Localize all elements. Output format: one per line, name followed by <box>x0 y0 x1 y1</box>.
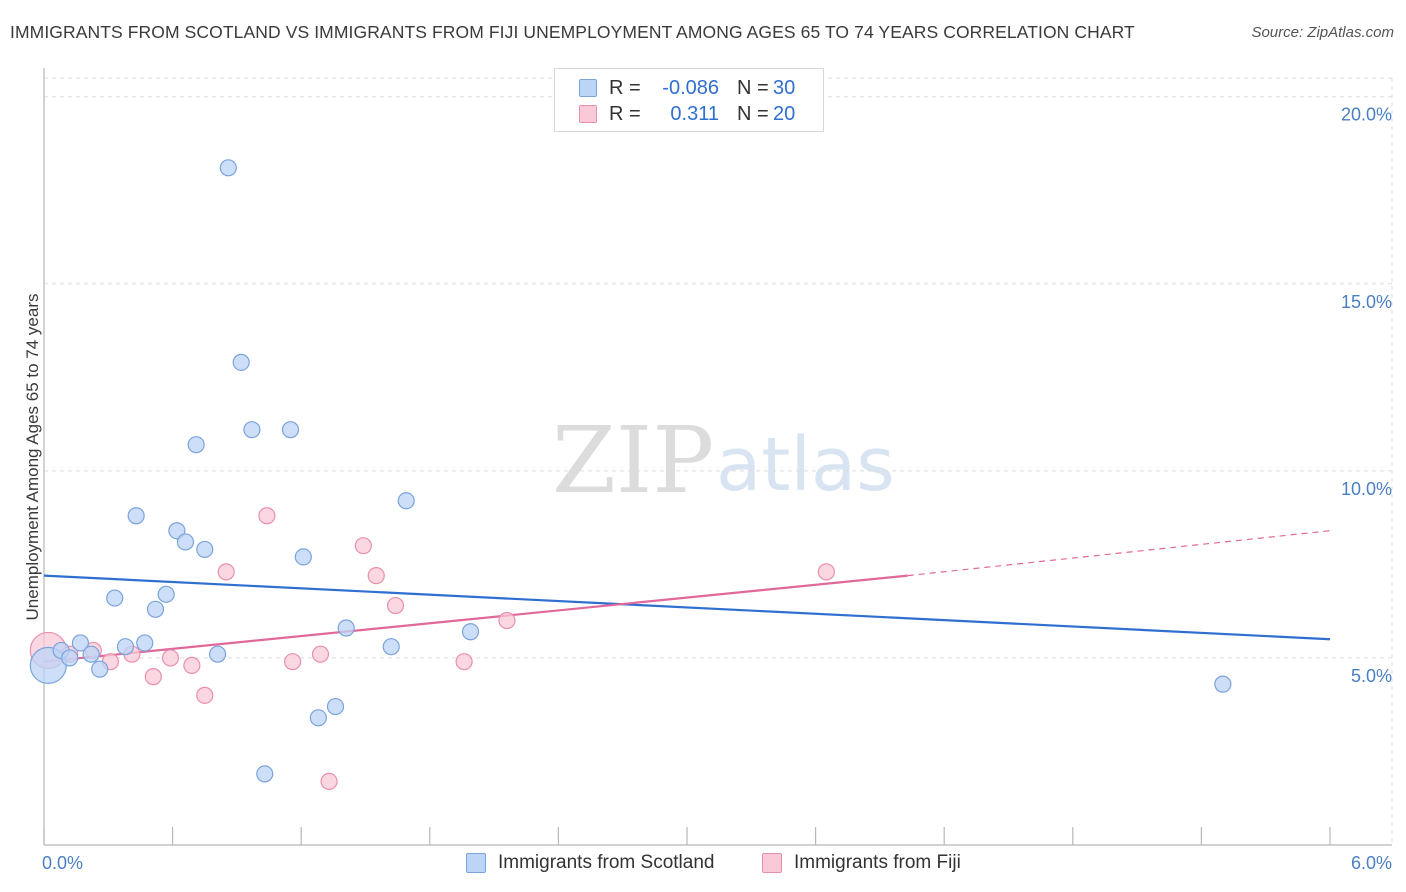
point-scotland <box>232 353 250 371</box>
point-fiji <box>183 656 201 675</box>
axis-labels: 5.0% 10.0% 15.0% 20.0% 0.0% 6.0% Unemployment … <box>23 105 1392 873</box>
data-points <box>29 159 1232 790</box>
legend-r-value: 0.311 <box>670 102 719 125</box>
point-fiji <box>367 567 385 585</box>
trend-line-fiji <box>43 574 908 663</box>
legend-n-value: 20 <box>773 102 796 125</box>
legend-swatch-scotland <box>466 853 486 873</box>
point-scotland <box>187 436 205 454</box>
point-fiji <box>498 611 516 630</box>
point-fiji <box>284 653 302 671</box>
point-scotland <box>127 507 145 525</box>
legend-swatch-fiji <box>579 105 597 123</box>
point-fiji <box>354 537 372 555</box>
point-scotland <box>461 623 480 641</box>
x-tick-label-max: 6.0% <box>1351 853 1392 873</box>
point-fiji <box>144 668 162 686</box>
y-tick-label: 10.0% <box>1341 479 1392 499</box>
point-scotland <box>157 585 175 603</box>
legend-r-value: -0.086 <box>662 76 719 99</box>
legend-swatch-scotland <box>579 79 597 97</box>
legend-label-scotland: Immigrants from Scotland <box>498 852 715 873</box>
stats-legend: R = -0.086 N = 30 R = 0.311 N = 20 <box>554 68 824 132</box>
legend-item-scotland[interactable]: Immigrants from Scotland <box>466 852 714 874</box>
point-scotland <box>146 600 165 618</box>
point-scotland <box>1214 675 1232 693</box>
point-scotland <box>397 492 415 510</box>
source-credit: Source: ZipAtlas.com <box>1251 24 1394 41</box>
watermark: ZIP atlas <box>552 407 895 514</box>
x-tick-label-min: 0.0% <box>42 853 83 873</box>
legend-r-label: R = <box>609 102 641 125</box>
legend-item-fiji[interactable]: Immigrants from Fiji <box>762 852 961 874</box>
point-scotland <box>294 548 312 566</box>
point-scotland <box>382 638 400 656</box>
point-scotland <box>176 533 195 551</box>
point-fiji <box>161 649 180 667</box>
point-fiji <box>386 596 405 615</box>
axes <box>43 68 1392 846</box>
point-scotland <box>326 697 345 716</box>
point-fiji <box>217 563 235 581</box>
point-scotland <box>209 645 227 663</box>
y-tick-label: 5.0% <box>1351 666 1392 686</box>
point-scotland <box>61 649 79 667</box>
point-fiji <box>817 563 835 581</box>
point-scotland <box>337 619 355 637</box>
point-scotland <box>82 645 100 663</box>
point-scotland <box>309 709 327 727</box>
trend-line-fiji-extension <box>907 530 1331 577</box>
trend-line-scotland <box>43 574 1331 641</box>
point-scotland <box>243 421 261 439</box>
point-scotland <box>106 589 124 607</box>
point-scotland <box>136 634 154 652</box>
point-fiji <box>196 686 214 704</box>
y-tick-label: 20.0% <box>1341 105 1392 125</box>
y-axis-label: Unemployment Among Ages 65 to 74 years <box>23 294 42 621</box>
y-tick-label: 15.0% <box>1341 292 1392 312</box>
point-scotland <box>196 540 214 559</box>
point-scotland <box>71 634 90 652</box>
chart-title: IMMIGRANTS FROM SCOTLAND VS IMMIGRANTS F… <box>10 22 1135 42</box>
legend-swatch-fiji <box>762 853 782 873</box>
point-fiji <box>455 653 473 671</box>
watermark-zip: ZIP <box>552 407 714 514</box>
watermark-atlas: atlas <box>716 422 895 508</box>
legend-label-fiji: Immigrants from Fiji <box>794 852 961 873</box>
point-scotland <box>256 765 274 783</box>
legend-n-value: 30 <box>773 76 796 99</box>
point-fiji <box>311 645 330 663</box>
point-scotland <box>116 638 135 656</box>
legend-n-label: N = <box>737 102 769 125</box>
trend-lines <box>43 530 1331 663</box>
legend-row-scotland: R = -0.086 N = 30 <box>579 77 795 99</box>
point-scotland <box>219 159 237 177</box>
legend-r-label: R = <box>609 76 641 99</box>
point-fiji <box>320 772 338 790</box>
legend-row-fiji: R = 0.311 N = 20 <box>579 103 795 125</box>
point-scotland <box>281 421 300 439</box>
legend-n-label: N = <box>737 76 769 99</box>
point-scotland <box>91 660 109 678</box>
series-legend: Immigrants from Scotland Immigrants from… <box>0 852 1406 876</box>
point-fiji <box>258 507 276 525</box>
